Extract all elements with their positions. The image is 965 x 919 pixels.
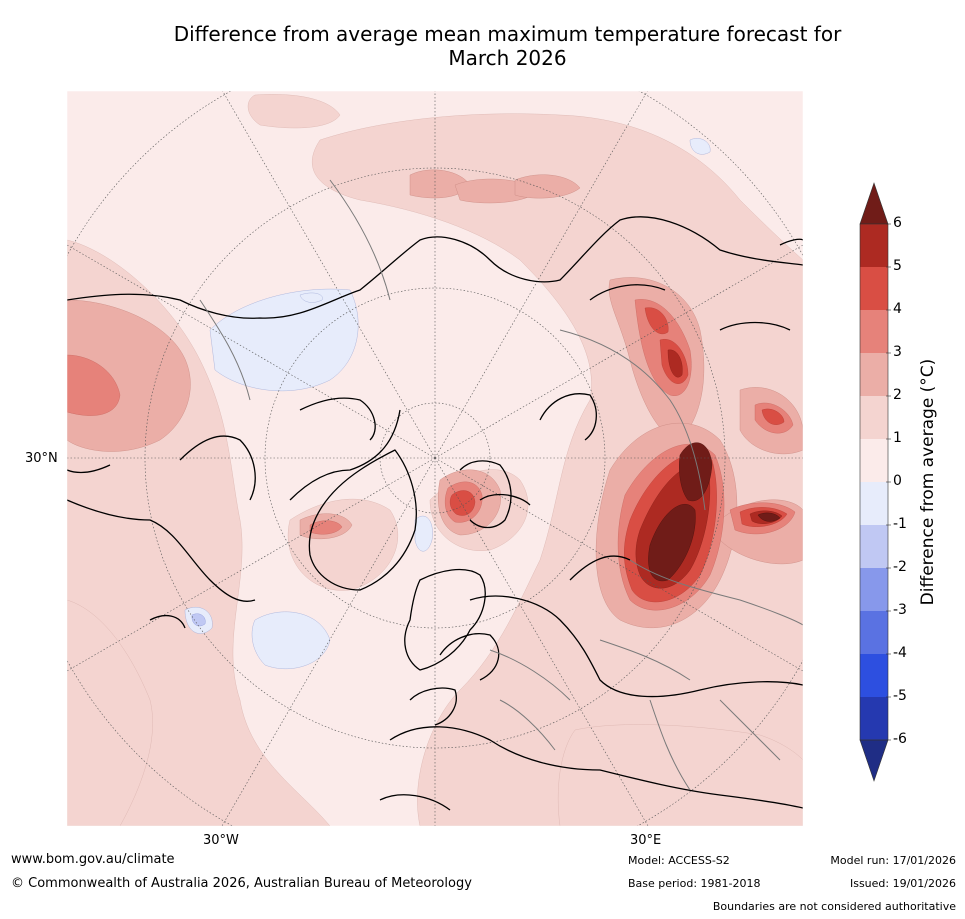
colorbar-tick-label: -6 <box>893 731 907 747</box>
lon-label-30w: 30°W <box>203 833 239 848</box>
anomaly-minus-1-0-layer <box>184 138 711 669</box>
colorbar-extend-max <box>859 182 889 225</box>
colorbar-level-m4-m3 <box>860 611 888 654</box>
title-line-2: March 2026 <box>448 46 567 70</box>
colorbar-level-m6-m5 <box>860 697 888 740</box>
colorbar-ticks <box>886 223 891 741</box>
colorbar-tick-label: -1 <box>893 516 907 532</box>
colorbar-tick-label: 6 <box>893 215 902 231</box>
chart-title: Difference from average mean maximum tem… <box>60 22 955 70</box>
disclaimer-text: Boundaries are not considered authoritat… <box>712 900 956 913</box>
colorbar-tick-label: 0 <box>893 473 902 489</box>
anomaly-above-6-layer <box>648 442 781 582</box>
colorbar-level-1-2 <box>860 396 888 439</box>
colorbar-tick-label: -3 <box>893 602 907 618</box>
anomaly-minus-2-minus-1-layer <box>191 613 206 627</box>
colorbar-extend-min <box>859 739 889 782</box>
copyright-text: © Commonwealth of Australia 2026, Austra… <box>11 876 472 891</box>
colorbar-level-m1-0 <box>860 482 888 525</box>
colorbar-tick-label: 1 <box>893 430 902 446</box>
colorbar-tick-label: 3 <box>893 344 902 360</box>
coastlines <box>67 216 803 811</box>
colorbar-level-m2-m1 <box>860 525 888 568</box>
colorbar-tick-label: -2 <box>893 559 907 575</box>
issued-text: Issued: 19/01/2026 <box>849 877 956 890</box>
model-run-text: Model run: 17/01/2026 <box>830 854 956 867</box>
colorbar-tick-label: 2 <box>893 387 902 403</box>
lon-label-30e: 30°E <box>630 833 662 848</box>
lat-label-30n: 30°N <box>25 451 58 466</box>
colorbar-level-m5-m4 <box>860 654 888 697</box>
colorbar-level-5-6 <box>860 224 888 267</box>
colorbar-level-3-4 <box>860 310 888 353</box>
map-panel <box>67 91 803 826</box>
colorbar-level-2-3 <box>860 353 888 396</box>
country-boundaries <box>199 179 803 791</box>
website-link[interactable]: www.bom.gov.au/climate <box>11 852 175 867</box>
base-period-text: Base period: 1981-2018 <box>628 877 761 890</box>
map-frame <box>66 90 804 827</box>
model-text: Model: ACCESS-S2 <box>628 854 730 867</box>
colorbar-tick-label: 5 <box>893 258 902 274</box>
colorbar-tick-label: -5 <box>893 688 907 704</box>
colorbar-level-m3-m2 <box>860 568 888 611</box>
colorbar-level-4-5 <box>860 267 888 310</box>
colorbar-level-0-1 <box>860 439 888 482</box>
colorbar-tick-label: 4 <box>893 301 902 317</box>
colorbar <box>859 182 891 782</box>
colorbar-label: Difference from average (°C) <box>918 358 938 606</box>
colorbar-tick-label: -4 <box>893 645 907 661</box>
title-line-1: Difference from average mean maximum tem… <box>173 22 842 46</box>
